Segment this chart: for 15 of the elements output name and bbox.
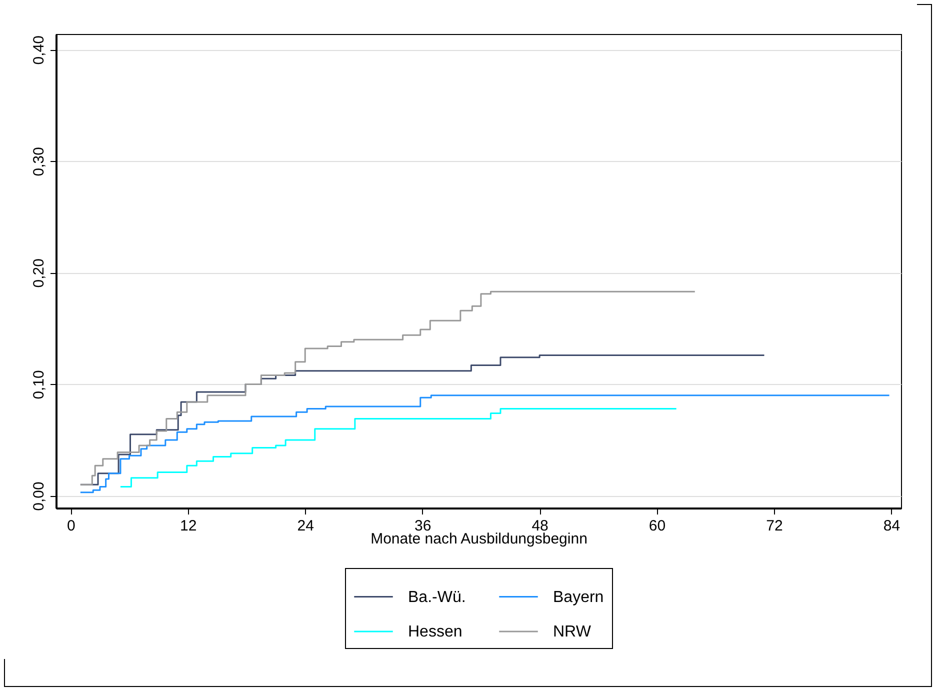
x-tick-label: 60: [648, 518, 666, 534]
y-tick-label: 0,30: [30, 147, 48, 176]
y-tick-label: 0,20: [30, 258, 48, 288]
x-tick-label: 0: [66, 518, 76, 534]
x-tick-label: 84: [883, 518, 900, 534]
y-tick-label: 0,10: [30, 370, 48, 400]
legend-label: Bayern: [553, 588, 604, 606]
legend-label: NRW: [553, 624, 592, 640]
y-tick-label: 0,40: [30, 36, 48, 65]
x-tick-label: 24: [297, 518, 314, 534]
legend-label: Hessen: [408, 624, 462, 640]
x-tick-label: 72: [766, 518, 783, 534]
legend-label: Ba.-Wü.: [408, 588, 466, 606]
y-tick-label: 0,00: [30, 482, 48, 511]
x-tick-label: 12: [180, 518, 197, 534]
